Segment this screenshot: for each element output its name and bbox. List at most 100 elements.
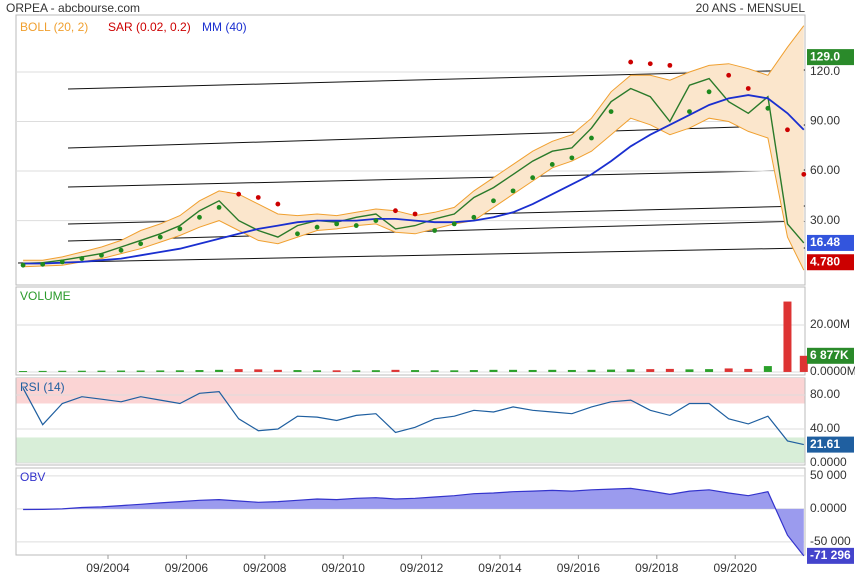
sar-dot [40,261,46,267]
last-value-box [807,547,854,564]
sar-dot [549,162,555,167]
sar-dot [393,208,398,214]
sar-dot [726,72,732,78]
sar-dot [471,214,477,220]
x-tick-label: 09/2004 [86,561,130,575]
volume-bar [528,369,537,372]
volume-bar [19,371,28,372]
y-tick-label: 30.00 [810,213,840,227]
sar-dot [177,226,183,232]
volume-bar [469,370,478,372]
legend-boll: BOLL (20, 2) [20,20,88,34]
rsi-line [22,387,804,446]
x-tick-label: 09/2016 [557,561,601,575]
sar-dot [236,191,242,197]
price-marker-box [807,254,854,271]
volume-bar [136,370,145,372]
sar-dot [118,247,124,253]
y-tick-label: 80.00 [810,387,840,401]
sar-dot [20,262,26,268]
trend-line [67,69,806,90]
trend-line [17,247,806,264]
volume-bar [313,370,322,372]
price-marker-box [807,49,854,66]
volume-bar [799,355,808,372]
volume-bar [254,369,263,372]
sar-dot [765,105,771,111]
volume-bar [430,370,439,372]
volume-bar [97,370,106,372]
sar-dot [295,231,300,237]
sar-dot [608,109,614,115]
panel-title: OBV [20,470,45,484]
y-tick-label: 40.00 [810,421,840,435]
sar-dot [353,223,359,228]
volume-bar [411,370,420,372]
trend-line [67,124,806,149]
last-value-box [807,347,854,364]
volume-bar [607,369,616,372]
volume-bar [548,369,557,372]
sar-dot [314,224,320,230]
sar-dot [667,62,673,68]
y-tick-label: 60.00 [810,163,840,177]
volume-bar [509,369,518,372]
last-price: 16.48 [810,235,840,249]
obv-frame [15,467,806,556]
price-line [23,77,805,265]
y-tick-label: -50 000 [810,534,851,548]
volume-bar [234,369,243,372]
sar-dot [569,155,575,161]
panel-title: VOLUME [20,289,71,303]
volume-bar [567,369,576,372]
sar-dot [687,109,692,115]
x-tick-label: 09/2008 [243,561,287,575]
volume-bar [450,370,459,372]
y-tick-label: 20.00M [810,317,850,331]
x-tick-label: 09/2006 [165,561,209,575]
boll-lower [23,117,805,271]
volume-bar [175,370,184,372]
volume-bar [58,370,67,372]
sar-dot [99,252,104,258]
sar-dot [59,259,65,265]
volume-bar [744,368,753,372]
y-tick-label: 0.0000 [810,455,847,469]
volume-bar [724,368,733,372]
rsi-band [16,437,805,463]
rsi-band [16,378,805,404]
sar-dot [530,175,536,181]
sar-dot [589,135,594,141]
sar-dot [510,188,516,194]
volume-bar [38,370,47,372]
price-marker: 4.780 [810,254,840,268]
volume-bar [685,369,694,372]
y-tick-label: 0.0000M [810,364,855,378]
panel-title: RSI (14) [20,380,65,394]
sar-dot [706,89,712,95]
volume-bar [156,370,165,372]
mm-line [23,94,805,265]
sar-dot [628,59,634,65]
y-tick-label: 90.00 [810,114,840,128]
last-price-box [807,234,854,251]
sar-dot [451,221,457,227]
volume-bar [273,369,282,372]
sar-dot [216,204,222,210]
price-marker: 129.0 [810,49,840,63]
sar-dot [432,228,438,233]
sar-dot [79,256,85,261]
sar-dot [745,86,751,91]
x-tick-label: 09/2010 [322,561,366,575]
volume-bar [489,369,498,372]
obv-line [23,487,805,557]
sar-dot [785,127,790,133]
volume-frame [15,286,806,376]
volume-bar [646,369,655,372]
last-value: 21.61 [810,437,840,451]
y-tick-label: 0.0000 [810,501,847,515]
period: 20 ANS - MENSUEL [696,1,806,15]
volume-bar [117,370,126,372]
x-tick-label: 09/2020 [714,561,758,575]
